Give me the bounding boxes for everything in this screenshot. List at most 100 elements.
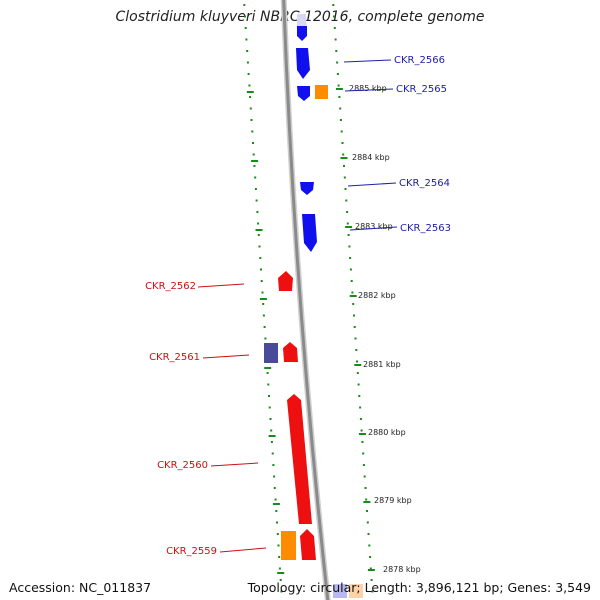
scale-dot bbox=[262, 314, 265, 317]
scale-dot bbox=[273, 475, 276, 478]
scale-dot bbox=[364, 487, 367, 489]
scale-dot bbox=[369, 556, 372, 558]
tick-label: 2881 kbp bbox=[363, 360, 401, 369]
topology-text: Topology: circular; Length: 3,896,121 bp… bbox=[247, 580, 591, 595]
scale-dot bbox=[349, 257, 352, 259]
tick-label: 2880 kbp bbox=[368, 428, 406, 437]
gene-feature[interactable] bbox=[297, 86, 310, 101]
scale-dot bbox=[274, 498, 277, 501]
tick-label: 2883 kbp bbox=[355, 222, 393, 231]
scale-dot bbox=[333, 27, 336, 29]
scale-dot bbox=[369, 567, 372, 570]
gene-features bbox=[264, 14, 363, 598]
scale-dot bbox=[257, 222, 260, 225]
scale-dot bbox=[360, 429, 363, 432]
scale-dot bbox=[279, 579, 282, 581]
tick-label: 2878 kbp bbox=[383, 565, 421, 574]
gene-feature[interactable] bbox=[300, 529, 316, 560]
right-dot-track bbox=[332, 4, 375, 593]
scale-dot bbox=[246, 61, 249, 64]
gene-feature[interactable] bbox=[296, 48, 310, 79]
scale-dot bbox=[262, 303, 265, 305]
gene-feature[interactable] bbox=[278, 271, 293, 291]
scale-dot bbox=[354, 337, 357, 340]
scale-dot bbox=[353, 314, 355, 317]
left-gene-labels: CKR_2562 CKR_2561 CKR_2560 CKR_2559 bbox=[145, 281, 267, 557]
scale-dot bbox=[244, 27, 247, 29]
scale-dot bbox=[339, 119, 342, 121]
scale-dot bbox=[249, 96, 252, 98]
scale-dot bbox=[276, 533, 279, 535]
scale-dot bbox=[249, 107, 252, 110]
scale-dot bbox=[252, 142, 254, 144]
scale-dot bbox=[273, 487, 276, 489]
rna-feature[interactable] bbox=[281, 531, 296, 560]
scale-dot bbox=[332, 4, 335, 6]
scale-tick bbox=[264, 367, 272, 369]
scale-dot bbox=[366, 521, 369, 524]
left-dot-track bbox=[243, 4, 285, 593]
scale-dot bbox=[345, 199, 348, 202]
gene-feature[interactable] bbox=[287, 394, 312, 524]
scale-dot bbox=[359, 406, 362, 409]
scale-dot bbox=[356, 360, 358, 363]
scale-dot bbox=[256, 211, 259, 213]
scale-dot bbox=[356, 372, 359, 374]
scale-tick bbox=[335, 88, 343, 90]
scale-dot bbox=[278, 567, 281, 570]
gene-label[interactable]: CKR_2562 bbox=[145, 281, 196, 292]
scale-dot bbox=[243, 4, 246, 6]
scale-dot bbox=[337, 84, 340, 87]
other-feature[interactable] bbox=[333, 584, 347, 598]
scale-dot bbox=[339, 107, 342, 110]
rna-feature[interactable] bbox=[349, 584, 363, 598]
scale-tick bbox=[349, 295, 357, 297]
scale-dot bbox=[333, 15, 335, 18]
gene-label[interactable]: CKR_2565 bbox=[396, 84, 447, 95]
scale-dot bbox=[350, 280, 353, 282]
scale-dot bbox=[338, 96, 341, 98]
rna-feature[interactable] bbox=[315, 85, 328, 99]
scale-dot bbox=[259, 257, 262, 259]
scale-dot bbox=[362, 464, 365, 466]
scale-dot bbox=[371, 590, 374, 593]
scale-dot bbox=[246, 50, 249, 52]
gene-label[interactable]: CKR_2563 bbox=[400, 223, 451, 234]
scale-dot bbox=[352, 303, 355, 305]
scale-dot bbox=[267, 383, 270, 386]
gene-label[interactable]: CKR_2561 bbox=[149, 352, 200, 363]
gene-label[interactable]: CKR_2560 bbox=[157, 460, 208, 471]
scale-dot bbox=[270, 441, 273, 443]
scale-dot bbox=[258, 245, 261, 248]
other-feature[interactable] bbox=[264, 343, 278, 363]
gene-feature[interactable] bbox=[297, 26, 307, 41]
gene-label[interactable]: CKR_2566 bbox=[394, 55, 445, 66]
scale-dot bbox=[361, 441, 364, 443]
scale-tick bbox=[277, 572, 285, 574]
scale-dot bbox=[266, 372, 269, 374]
scale-dot bbox=[272, 464, 275, 466]
scale-dot bbox=[341, 142, 344, 144]
gene-feature[interactable] bbox=[302, 214, 317, 252]
scale-dot bbox=[253, 165, 256, 167]
gene-label[interactable]: CKR_2564 bbox=[399, 178, 450, 189]
gene-feature[interactable] bbox=[283, 342, 298, 362]
scale-dot bbox=[280, 590, 283, 593]
scale-tick bbox=[259, 298, 267, 300]
tick-label: 2882 kbp bbox=[358, 291, 396, 300]
scale-dot bbox=[359, 418, 362, 420]
scale-dot bbox=[254, 188, 257, 190]
scale-dot bbox=[340, 130, 343, 133]
scale-dot bbox=[260, 280, 263, 282]
tick-label: 2885 kbp bbox=[349, 84, 387, 93]
scale-dot bbox=[268, 395, 270, 397]
gene-feature[interactable] bbox=[300, 182, 314, 195]
scale-dot bbox=[263, 326, 266, 328]
leader-line bbox=[349, 226, 398, 231]
gene-label[interactable]: CKR_2559 bbox=[166, 546, 217, 557]
scale-dot bbox=[260, 268, 262, 271]
leader-line bbox=[347, 182, 397, 187]
scale-tick bbox=[340, 157, 348, 159]
scale-tick bbox=[255, 229, 263, 231]
